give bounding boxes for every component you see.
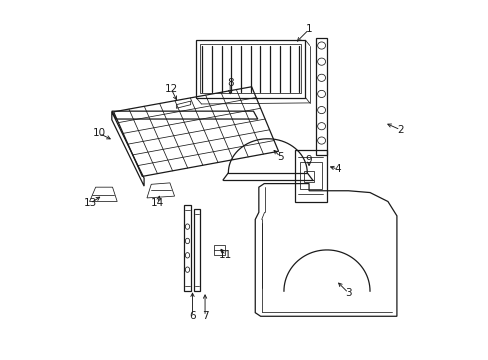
Text: 11: 11 [219,250,232,260]
Text: 8: 8 [226,78,233,88]
Text: 12: 12 [164,84,177,94]
Text: 2: 2 [396,125,403,135]
Text: 3: 3 [345,288,351,298]
Text: 10: 10 [93,129,105,138]
Text: 7: 7 [202,311,208,321]
Text: 1: 1 [305,24,312,35]
Text: 13: 13 [83,198,97,208]
Text: 5: 5 [277,152,283,162]
Text: 4: 4 [334,164,340,174]
Text: 14: 14 [151,198,164,208]
Text: 9: 9 [305,155,312,165]
Text: 6: 6 [189,311,195,321]
